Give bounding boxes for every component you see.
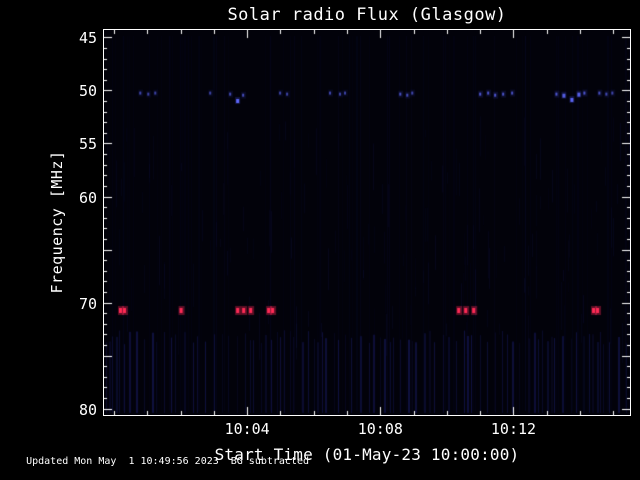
bg-subtracted-note: BG subtracted	[230, 456, 310, 467]
x-tick-label-10:08: 10:08	[357, 420, 403, 438]
y-tick-label-50: 50	[78, 82, 97, 101]
plot-area	[103, 29, 631, 416]
x-tick-label-10:12: 10:12	[490, 420, 537, 438]
y-tick-label-45: 45	[78, 29, 97, 48]
y-tick-label-80: 80	[78, 400, 97, 419]
y-tick-label-60: 60	[78, 188, 97, 207]
y-tick-label-55: 55	[78, 135, 97, 154]
x-axis-label: Start Time (01-May-23 10:00:00)	[214, 445, 520, 464]
updated-timestamp: Updated Mon May 1 10:49:56 2023	[26, 456, 219, 467]
chart-title: Solar radio Flux (Glasgow)	[227, 5, 507, 25]
footer: Updated Mon May 1 10:49:56 2023 BG subtra…	[2, 445, 309, 478]
x-tick-label-10:04: 10:04	[224, 420, 270, 438]
y-axis-label: Frequency [MHz]	[48, 150, 66, 294]
y-tick-label-70: 70	[78, 294, 97, 313]
spectrogram-canvas	[104, 30, 630, 415]
